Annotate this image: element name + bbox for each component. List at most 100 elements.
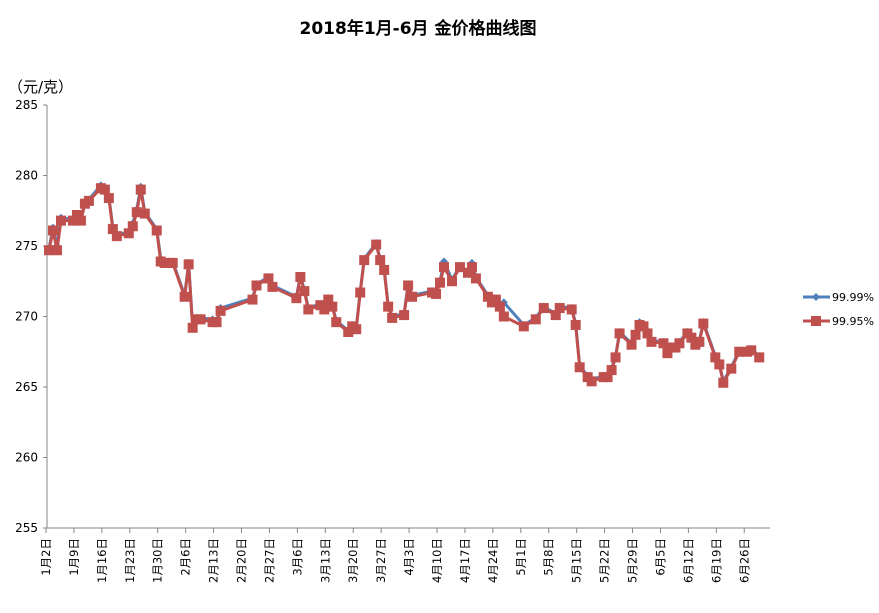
x-tick-label: 6月19日 xyxy=(709,538,723,583)
data-point xyxy=(359,255,370,266)
data-point xyxy=(710,352,721,363)
data-point xyxy=(111,231,122,242)
data-point xyxy=(646,336,657,347)
data-point xyxy=(466,262,477,273)
data-point xyxy=(686,332,697,343)
data-point xyxy=(610,352,621,363)
data-point xyxy=(403,280,414,291)
data-point xyxy=(75,215,86,226)
x-tick-label: 4月3日 xyxy=(402,538,416,576)
x-tick-label: 1月23日 xyxy=(123,538,137,583)
data-point xyxy=(55,215,66,226)
data-point xyxy=(746,345,757,356)
x-tick-label: 4月24日 xyxy=(486,538,500,583)
data-point xyxy=(446,276,457,287)
data-point xyxy=(439,262,450,273)
data-point xyxy=(127,221,138,232)
data-point xyxy=(44,245,54,256)
y-tick-label: 265 xyxy=(15,380,38,394)
data-point xyxy=(379,264,390,275)
x-tick-label: 5月29日 xyxy=(626,538,640,583)
data-point xyxy=(123,228,134,239)
data-point xyxy=(658,338,669,349)
x-tick-label: 1月30日 xyxy=(151,538,165,583)
data-point xyxy=(638,321,649,332)
x-tick-label: 5月1日 xyxy=(514,538,528,576)
data-point xyxy=(83,195,94,206)
legend-diamond-icon xyxy=(812,293,820,301)
data-point xyxy=(303,304,314,315)
data-point xyxy=(151,225,162,236)
legend-item: 99.95% xyxy=(803,315,874,328)
data-point xyxy=(538,303,549,314)
x-tick-label: 5月22日 xyxy=(598,538,612,583)
data-point xyxy=(319,304,330,315)
x-tick-label: 2月20日 xyxy=(235,538,249,583)
data-point xyxy=(51,245,62,256)
data-point xyxy=(375,255,386,266)
data-point xyxy=(291,293,302,304)
data-point xyxy=(399,310,410,321)
data-point xyxy=(494,301,505,312)
legend: 99.99% 99.95% xyxy=(803,291,874,328)
x-tick-label: 3月6日 xyxy=(290,538,304,576)
data-point xyxy=(754,352,765,363)
data-point xyxy=(570,319,581,330)
chart-title: 2018年1月-6月 金价格曲线图 xyxy=(300,18,537,39)
y-tick-label: 255 xyxy=(15,521,38,535)
x-tick-label: 1月9日 xyxy=(67,538,81,576)
data-point xyxy=(187,322,198,333)
data-point xyxy=(327,301,338,312)
x-tick-label: 3月20日 xyxy=(346,538,360,583)
data-point xyxy=(642,328,653,339)
x-tick-label: 6月5日 xyxy=(653,538,667,576)
data-point xyxy=(490,294,501,305)
y-tick-label: 285 xyxy=(15,98,38,112)
data-point xyxy=(211,317,222,328)
data-point xyxy=(530,314,541,325)
data-point xyxy=(586,376,597,387)
x-tick-label: 3月13日 xyxy=(318,538,332,583)
series-layer xyxy=(44,181,765,388)
data-point xyxy=(355,287,366,298)
x-tick-label: 5月15日 xyxy=(570,538,584,583)
data-point xyxy=(734,346,745,357)
x-tick-label: 1月2日 xyxy=(39,538,53,576)
data-point xyxy=(566,304,577,315)
data-point xyxy=(470,273,481,284)
data-point xyxy=(674,338,685,349)
data-point xyxy=(71,209,82,220)
data-point xyxy=(343,327,354,338)
data-point xyxy=(387,312,398,323)
legend-label: 99.99% xyxy=(832,291,874,304)
data-point xyxy=(47,225,58,236)
data-point xyxy=(518,321,529,332)
data-point xyxy=(554,303,565,314)
y-tick-label: 275 xyxy=(15,239,38,253)
x-tick-label: 6月12日 xyxy=(681,538,695,583)
data-point xyxy=(462,267,473,278)
x-tick-label: 3月27日 xyxy=(374,538,388,583)
x-tick-label: 2月6日 xyxy=(179,538,193,576)
y-tick-label: 260 xyxy=(15,451,38,465)
data-point xyxy=(299,286,310,297)
data-point xyxy=(383,301,394,312)
data-point xyxy=(662,348,673,359)
data-point xyxy=(139,208,150,219)
data-point xyxy=(195,314,206,325)
data-point xyxy=(263,273,274,284)
x-tick-label: 5月8日 xyxy=(542,538,556,576)
data-point xyxy=(67,215,78,226)
data-point xyxy=(550,310,561,321)
data-point xyxy=(131,207,142,218)
data-point xyxy=(574,362,585,373)
data-point xyxy=(135,184,146,195)
x-tick-label: 4月10日 xyxy=(430,538,444,583)
data-point xyxy=(698,318,709,329)
data-point xyxy=(454,262,465,273)
data-point xyxy=(714,359,725,370)
data-point xyxy=(435,277,446,288)
data-point xyxy=(323,294,334,305)
data-point xyxy=(103,193,114,204)
